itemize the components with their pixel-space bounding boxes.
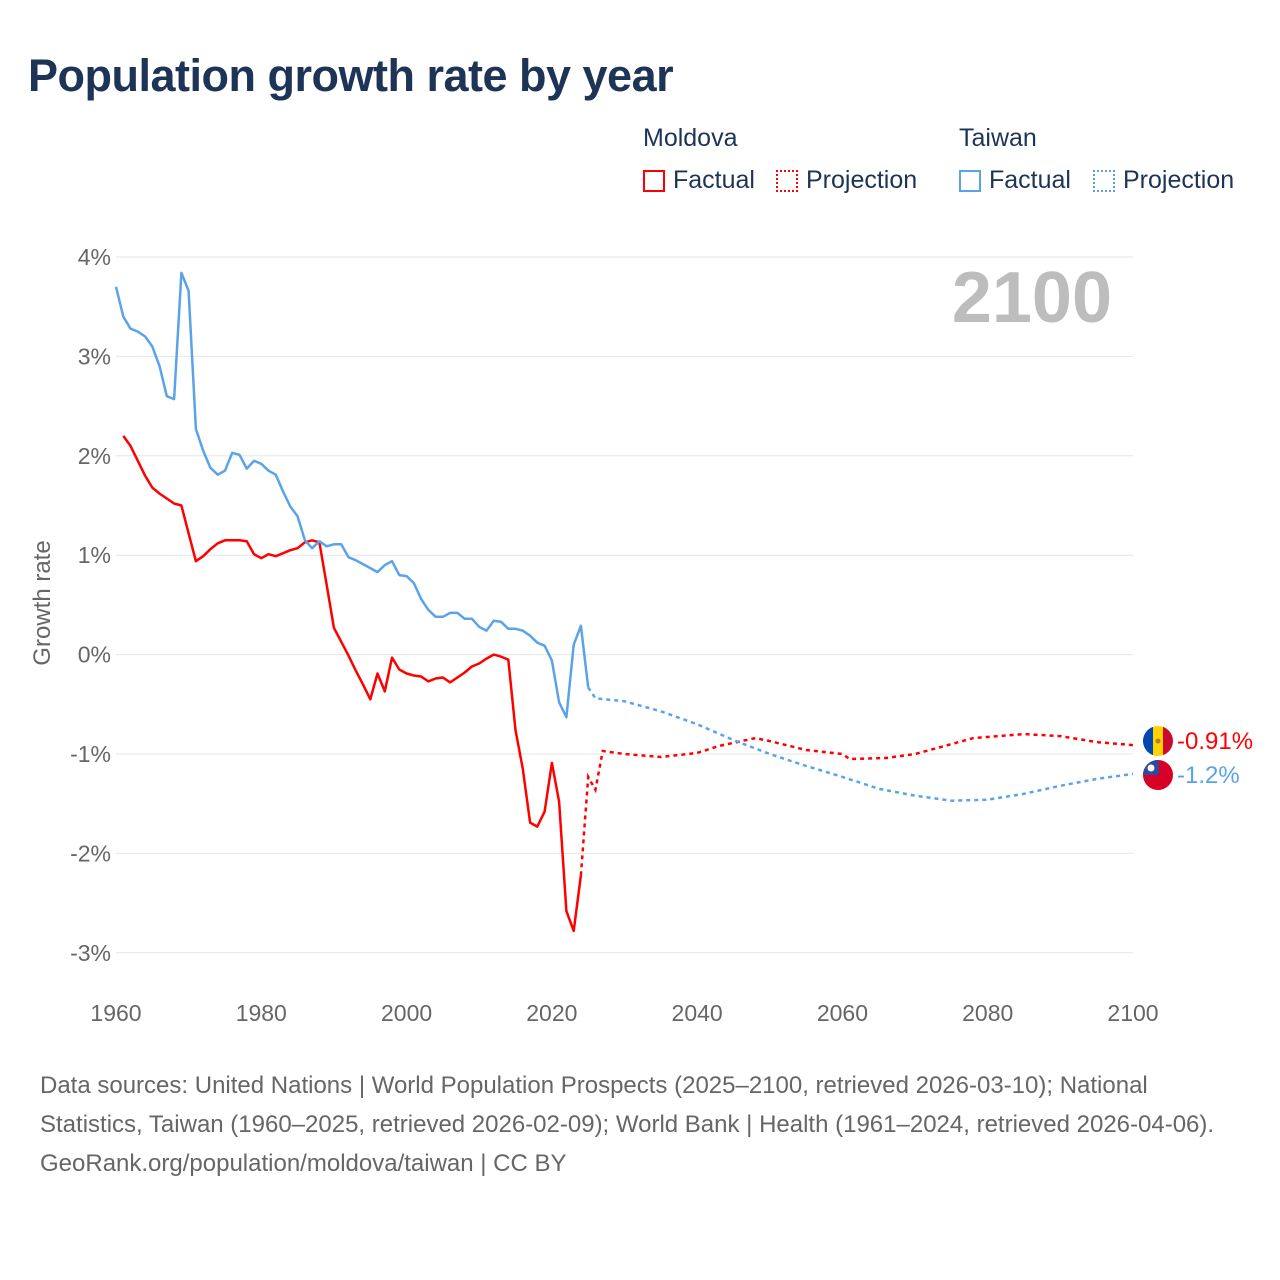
- taiwan-end-label: -1.2%: [1177, 762, 1240, 789]
- taiwan-flag-icon: [1143, 760, 1173, 790]
- x-tick-label: 2080: [962, 1000, 1013, 1026]
- y-tick-label: 1%: [78, 542, 111, 568]
- emblem: [1155, 738, 1161, 744]
- legend-group-moldova: Moldova: [643, 124, 738, 152]
- stripe-blue: [1143, 726, 1153, 756]
- y-tick-label: 3%: [78, 343, 111, 369]
- y-tick-label: -1%: [70, 741, 111, 767]
- swatch-solid-icon: [959, 169, 981, 192]
- stripe-red: [1163, 726, 1173, 756]
- legend-taiwan-factual[interactable]: Factual: [959, 166, 1071, 195]
- x-tick-label: 1980: [236, 1000, 287, 1026]
- flag-stripes: [1143, 726, 1173, 756]
- x-tick-label: 2040: [672, 1000, 723, 1026]
- x-tick-label: 2000: [381, 1000, 432, 1026]
- legend-group-taiwan: Taiwan: [959, 124, 1037, 152]
- legend-moldova-projection[interactable]: Projection: [776, 166, 917, 195]
- y-axis-label: Growth rate: [29, 540, 56, 665]
- moldova-projection-line: [579, 732, 1134, 876]
- x-tick-label: 2100: [1107, 1000, 1158, 1026]
- taiwan-factual-line: [114, 271, 590, 719]
- flag-field: [1143, 760, 1173, 790]
- y-tick-label: 2%: [78, 443, 111, 469]
- moldova-flag-icon: [1143, 726, 1173, 756]
- legend-label: Projection: [1123, 166, 1235, 194]
- x-tick-label: 2060: [817, 1000, 868, 1026]
- swatch-dotted-icon: [776, 169, 798, 192]
- x-tick-label: 1960: [90, 1000, 141, 1026]
- footer: Data sources: United Nations | World Pop…: [40, 1066, 1250, 1183]
- y-tick-label: -2%: [70, 840, 111, 866]
- line-chart: 4% 3% 2% 1% 0% -1% -2% -3% 1960 1980 2000 2020 2040 2…: [29, 244, 1253, 1026]
- sun: [1147, 764, 1155, 772]
- legend-label: Factual: [673, 166, 755, 194]
- chart-title: Population growth rate by year: [28, 50, 674, 101]
- y-tick-label: 0%: [78, 642, 111, 668]
- legend-label: Projection: [806, 166, 918, 194]
- legend-label: Factual: [989, 166, 1071, 194]
- moldova-end-label: -0.91%: [1177, 728, 1253, 755]
- taiwan-projection-line: [587, 686, 1134, 802]
- moldova-factual-line: [122, 435, 583, 933]
- legend-moldova-factual[interactable]: Factual: [643, 166, 755, 195]
- y-tick-label: -3%: [70, 940, 111, 966]
- y-tick-label: 4%: [78, 244, 111, 270]
- credit-link[interactable]: GeoRank.org/population/moldova/taiwan | …: [40, 1150, 567, 1177]
- legend-taiwan-projection[interactable]: Projection: [1093, 166, 1234, 195]
- year-watermark: 2100: [952, 258, 1112, 338]
- data-sources: Data sources: United Nations | World Pop…: [40, 1072, 1215, 1138]
- swatch-dotted-icon: [1093, 169, 1115, 192]
- x-tick-label: 2020: [526, 1000, 577, 1026]
- swatch-solid-icon: [643, 169, 665, 192]
